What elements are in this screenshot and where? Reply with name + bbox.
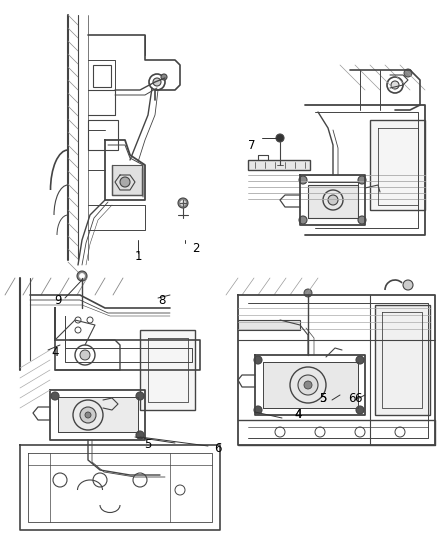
Text: 4: 4 [51,345,59,359]
Circle shape [297,375,317,395]
Circle shape [357,216,365,224]
Text: 6: 6 [347,392,355,405]
Text: 5: 5 [318,392,326,405]
Circle shape [80,407,96,423]
Circle shape [327,195,337,205]
Bar [93,65,111,87]
Circle shape [403,69,411,77]
Text: 6: 6 [353,392,361,405]
Text: 5: 5 [144,439,152,451]
Circle shape [77,271,87,281]
Circle shape [298,216,306,224]
Circle shape [80,350,90,360]
Circle shape [79,273,84,279]
Bar [374,305,429,415]
Polygon shape [58,397,138,432]
Text: 7: 7 [247,139,255,151]
Bar [88,120,118,150]
Text: 5: 5 [318,392,326,405]
Polygon shape [237,320,299,330]
Circle shape [51,392,59,400]
Polygon shape [307,185,357,218]
Circle shape [276,134,283,142]
Text: 4: 4 [293,408,301,422]
Circle shape [136,392,144,400]
Text: 6: 6 [214,441,221,455]
Polygon shape [112,165,141,195]
Circle shape [254,406,261,414]
Text: 8: 8 [158,294,165,306]
Circle shape [355,356,363,364]
Polygon shape [247,160,309,170]
Circle shape [390,81,398,89]
Text: 2: 2 [192,241,199,254]
Text: 1: 1 [134,249,141,262]
Circle shape [120,177,130,187]
Circle shape [180,200,185,206]
Circle shape [303,289,311,297]
Circle shape [402,280,412,290]
Circle shape [254,356,261,364]
Circle shape [298,176,306,184]
Circle shape [161,74,166,80]
Circle shape [303,381,311,389]
Circle shape [153,78,161,86]
Text: 9: 9 [54,294,62,306]
Bar [369,120,424,210]
Polygon shape [262,362,357,408]
Circle shape [355,406,363,414]
Text: 4: 4 [293,408,301,422]
Circle shape [85,412,91,418]
Circle shape [357,176,365,184]
Circle shape [136,431,144,439]
Circle shape [177,198,187,208]
Bar [140,330,194,410]
